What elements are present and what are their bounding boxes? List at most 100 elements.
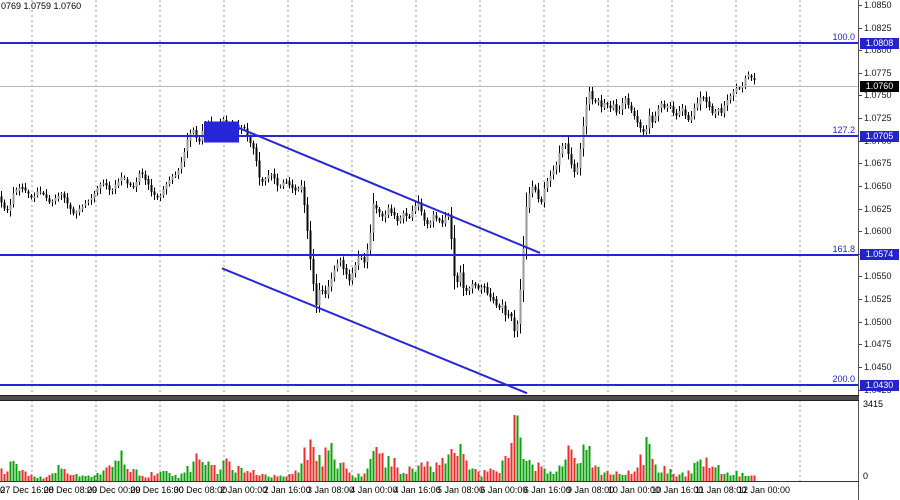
candle-body: [468, 288, 471, 291]
volume-bar: [216, 474, 219, 481]
candle-body: [738, 87, 741, 89]
volume-bar: [249, 472, 252, 481]
volume-bar: [153, 475, 156, 481]
volume-bar: [639, 454, 642, 481]
price-tick-label: 1.0475: [864, 339, 892, 349]
candle-body: [105, 182, 108, 186]
volume-bar: [291, 473, 294, 481]
candle-body: [66, 197, 69, 204]
volume-bar: [156, 473, 159, 481]
candle-body: [57, 195, 60, 199]
volume-bar: [3, 474, 6, 481]
candle-body: [699, 97, 702, 105]
volume-bar: [57, 464, 60, 481]
volume-bar: [624, 475, 627, 481]
candle-body: [372, 203, 375, 233]
candle-body: [90, 198, 93, 201]
candle-body: [642, 129, 645, 133]
volume-bar: [450, 448, 453, 481]
fib-level-label: 161.8: [832, 244, 855, 254]
candle-body: [288, 181, 291, 186]
candle-body: [108, 185, 111, 191]
volume-bar: [369, 459, 372, 481]
candle-body: [273, 174, 276, 179]
volume-bar: [528, 460, 531, 481]
candle-body: [375, 204, 378, 209]
volume-bar: [225, 458, 228, 481]
volume-bar: [147, 477, 150, 481]
candle-body: [366, 249, 369, 262]
candle-body: [624, 98, 627, 104]
candle-body: [594, 99, 597, 102]
volume-bar: [561, 466, 564, 481]
date-label: 29 Dec 16:00: [130, 485, 184, 495]
volume-bar: [498, 473, 501, 481]
candle-body: [690, 116, 693, 121]
volume-bar: [522, 458, 525, 481]
candle-body: [483, 286, 486, 288]
price-axis-border: [858, 0, 859, 500]
volume-bar: [39, 476, 42, 481]
volume-bar: [705, 457, 708, 481]
volume-bar: [333, 459, 336, 481]
candle-body: [246, 128, 249, 138]
volume-bar: [654, 464, 657, 481]
pane-separator[interactable]: [0, 395, 859, 401]
volume-bar: [354, 477, 357, 481]
volume-bar: [138, 475, 141, 481]
volume-bar: [720, 474, 723, 481]
volume-bar: [744, 475, 747, 481]
candle-body: [555, 165, 558, 170]
candle-body: [492, 296, 495, 301]
volume-bar: [594, 465, 597, 481]
fib-price-badge: 1.0705: [860, 131, 899, 142]
volume-bar: [222, 460, 225, 481]
volume-bar: [303, 447, 306, 481]
candle-body: [720, 107, 723, 114]
candle-body: [732, 91, 735, 96]
volume-bar: [411, 468, 414, 481]
volume-bar: [51, 473, 54, 481]
price-tick-label: 1.0650: [864, 181, 892, 191]
candle-body: [135, 181, 138, 187]
candle-body: [369, 233, 372, 251]
volume-bar: [474, 468, 477, 481]
candle-body: [345, 268, 348, 275]
volume-bar: [519, 437, 522, 481]
volume-bar: [570, 449, 573, 481]
volume-bar: [300, 463, 303, 481]
candle-body: [39, 191, 42, 193]
candle-body: [261, 178, 264, 183]
candle-body: [570, 153, 573, 165]
volume-bar: [351, 475, 354, 481]
volume-bar: [675, 476, 678, 481]
volume-bar: [699, 459, 702, 481]
date-label: 2 Jan 16:00: [263, 485, 311, 495]
candle-body: [408, 216, 411, 218]
volume-bar: [54, 473, 57, 481]
candle-body: [15, 189, 18, 193]
date-label: 9 Jan 08:00: [567, 485, 615, 495]
candle-body: [12, 193, 15, 205]
volume-bar: [90, 477, 93, 481]
volume-bar: [666, 473, 669, 481]
volume-bar: [714, 467, 717, 481]
candle-body: [744, 78, 747, 86]
volume-bar: [33, 476, 36, 481]
candle-body: [294, 187, 297, 191]
candle-body: [258, 160, 261, 178]
volume-bar: [453, 453, 456, 481]
candle-body: [513, 317, 516, 332]
volume-bar: [306, 460, 309, 481]
volume-bar: [582, 444, 585, 481]
volume-bar: [6, 471, 9, 481]
volume-bar: [471, 468, 474, 481]
candle-body: [291, 184, 294, 189]
candle-body: [264, 178, 267, 181]
volume-bar: [735, 471, 738, 481]
candle-body: [420, 202, 423, 212]
candle-body: [180, 161, 183, 169]
candle-body: [303, 186, 306, 206]
